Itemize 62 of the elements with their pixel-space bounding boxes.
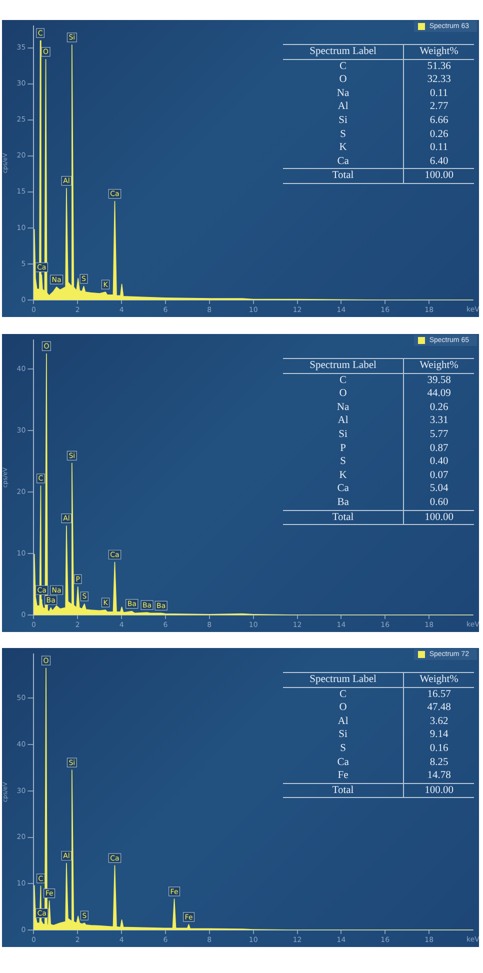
annotation: 6.66 xyxy=(428,114,450,128)
annotation: Ba xyxy=(283,496,404,510)
annotation: 8.25 xyxy=(428,756,450,770)
annotation: Spectrum Label xyxy=(283,672,404,688)
annotation: Si xyxy=(283,428,404,442)
annotation: Ca xyxy=(283,154,404,169)
annotation: C xyxy=(283,373,404,388)
annotation: 3.62 xyxy=(428,714,450,728)
annotation: 5.77 xyxy=(428,428,450,442)
annotation: 5.04 xyxy=(428,482,450,496)
annotation: Na xyxy=(283,400,404,414)
annotation: 39.58 xyxy=(426,374,452,388)
annotation: 0.11 xyxy=(429,86,450,100)
annotation: 0.60 xyxy=(428,496,450,510)
annotation: 100.00 xyxy=(404,168,474,184)
annotation: Si xyxy=(283,114,404,128)
annotation: O xyxy=(283,73,404,87)
annotation: 32.33 xyxy=(426,73,452,87)
annotation: 0.40 xyxy=(428,455,450,469)
annotation: S xyxy=(283,128,404,142)
annotation: Al xyxy=(283,414,404,428)
annotation: 0.87 xyxy=(428,442,450,456)
annotation: 0.26 xyxy=(428,400,450,414)
annotation: Al xyxy=(283,100,404,114)
annotation: Ca xyxy=(283,482,404,496)
annotation: 0.26 xyxy=(428,128,450,142)
annotation: 6.40 xyxy=(428,154,450,169)
annotation: Si xyxy=(283,728,404,742)
annotation: 44.09 xyxy=(426,387,452,401)
annotation: 47.48 xyxy=(426,701,452,715)
annotation: C xyxy=(283,59,404,74)
annotation: O xyxy=(283,701,404,715)
annotation: 100.00 xyxy=(404,783,474,798)
annotation: 100.00 xyxy=(404,510,474,525)
annotation: Total xyxy=(283,783,404,798)
annotation: K xyxy=(283,468,404,482)
annotation: 51.36 xyxy=(426,60,452,74)
annotation: Spectrum Label xyxy=(283,44,404,60)
annotation: Total xyxy=(283,168,404,184)
annotation: 2.77 xyxy=(428,100,450,114)
annotation: 9.14 xyxy=(428,728,450,742)
annotation: 3.31 xyxy=(428,414,450,428)
annotation: Fe xyxy=(283,769,404,784)
annotation: Ca xyxy=(283,756,404,770)
annotation: Weight% xyxy=(404,44,474,60)
annotation: Al xyxy=(283,714,404,728)
annotation: 0.07 xyxy=(428,468,450,482)
annotation: Na xyxy=(283,86,404,100)
annotation: Spectrum Label xyxy=(283,358,404,374)
annotation: Weight% xyxy=(404,672,474,688)
annotation: 14.78 xyxy=(426,769,452,784)
annotation: 16.57 xyxy=(426,688,452,702)
annotation: K xyxy=(283,141,404,155)
annotation: 0.16 xyxy=(428,742,450,756)
annotation: S xyxy=(283,742,404,756)
annotation: 0.11 xyxy=(429,141,450,155)
annotation: S xyxy=(283,455,404,469)
annotation: P xyxy=(283,442,404,456)
annotation: Total xyxy=(283,510,404,525)
annotation: Weight% xyxy=(404,358,474,374)
annotation: O xyxy=(283,387,404,401)
annotation: C xyxy=(283,687,404,702)
